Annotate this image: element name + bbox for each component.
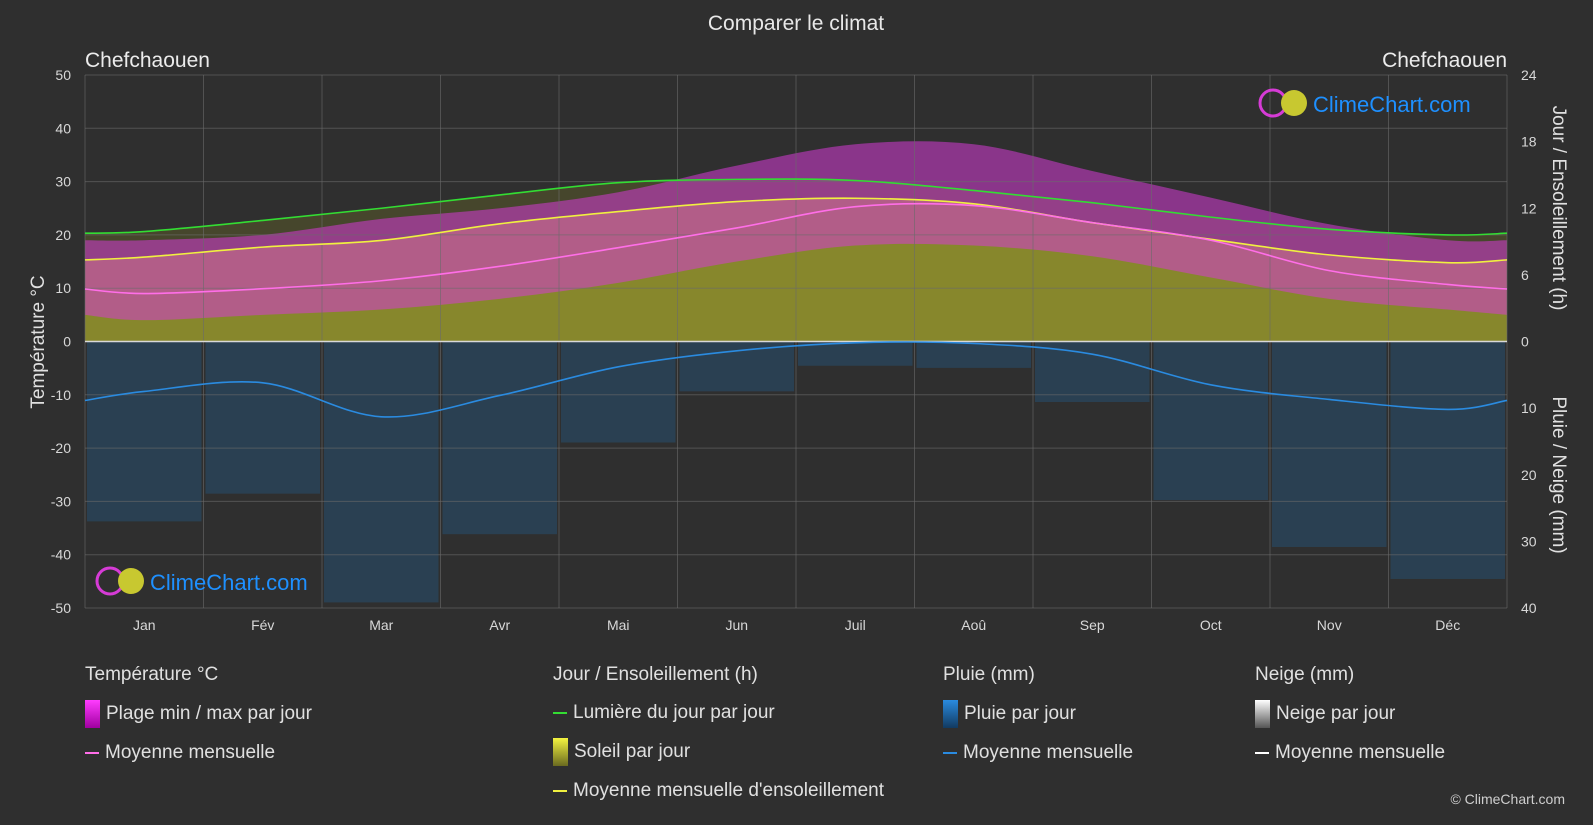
left-tick-label: 20 (55, 227, 71, 243)
month-tick-label: Déc (1435, 617, 1460, 633)
rain-swatch-icon (943, 700, 958, 728)
left-tick-label: -50 (51, 600, 71, 616)
legend-item-sunshine: Soleil par jour (553, 738, 690, 766)
grid (84, 74, 1508, 609)
month-tick-label: Jan (133, 617, 156, 633)
legend-title-snow: Neige (mm) (1255, 664, 1355, 685)
logo-sun-icon (1281, 90, 1307, 116)
month-tick-label: Avr (489, 617, 510, 633)
location-right: Chefchaouen (1382, 49, 1507, 72)
right-bottom-tick-label: 40 (1521, 600, 1537, 616)
month-tick-label: Sep (1080, 617, 1105, 633)
rain-mean-line (84, 341, 1508, 418)
left-tick-label: 50 (55, 67, 71, 83)
rain-mean-line-icon (943, 752, 957, 754)
right-top-tick-label: 24 (1521, 67, 1537, 83)
left-tick-label: -10 (51, 387, 71, 403)
legend-item-snow-mean: Moyenne mensuelle (1255, 742, 1445, 764)
rain-bar (679, 341, 794, 392)
rain-bar (1272, 341, 1387, 547)
temp-mean-line (84, 202, 1508, 295)
month-tick-label: Aoû (961, 617, 986, 633)
logo-top[interactable]: ClimeChart.com (1258, 88, 1471, 118)
legend-item-sunshine-mean: Moyenne mensuelle d'ensoleillement (553, 780, 884, 802)
legend-title-temperature: Température °C (85, 664, 219, 685)
rain-bar (324, 341, 439, 603)
snow-swatch-icon (1255, 700, 1270, 728)
left-tick-label: 0 (63, 334, 71, 350)
sunshine-swatch-icon (553, 738, 568, 766)
rain-bar (87, 341, 202, 522)
series-lines (84, 178, 1508, 418)
legend-item-daylight: Lumière du jour par jour (553, 702, 775, 724)
legend-title-sun: Jour / Ensoleillement (h) (553, 664, 758, 685)
legend-item-temp-mean: Moyenne mensuelle (85, 742, 275, 764)
month-tick-label: Fév (251, 617, 274, 633)
left-tick-label: -30 (51, 493, 71, 509)
month-tick-label: Oct (1200, 617, 1222, 633)
month-tick-label: Nov (1317, 617, 1342, 633)
left-tick-label: -40 (51, 547, 71, 563)
right-bottom-tick-label: 30 (1521, 533, 1537, 549)
right-top-tick-label: 6 (1521, 267, 1529, 283)
right-top-tick-label: 12 (1521, 200, 1537, 216)
left-tick-label: 40 (55, 120, 71, 136)
legend-item-rain-mean: Moyenne mensuelle (943, 742, 1133, 764)
location-left: Chefchaouen (85, 49, 210, 72)
legend-item-snow: Neige par jour (1255, 700, 1395, 728)
right-bottom-tick-label: 20 (1521, 467, 1537, 483)
copyright: © ClimeChart.com (1450, 791, 1565, 807)
logo-bottom[interactable]: ClimeChart.com (95, 566, 308, 596)
month-tick-label: Mar (369, 617, 393, 633)
legend-item-rain: Pluie par jour (943, 700, 1076, 728)
snow-mean-line-icon (1255, 752, 1269, 754)
right-axis-label-bottom: Pluie / Neige (mm) (1548, 396, 1569, 553)
axes: 50 40 30 20 10 0 -10 -20 -30 -40 -50 24 18 12 6 0 10 20 30… (51, 67, 1537, 633)
rain-bars (87, 341, 1505, 603)
left-tick-label: 10 (55, 280, 71, 296)
legend-item-temp-range: Plage min / max par jour (85, 700, 312, 728)
rain-bar (442, 341, 557, 535)
month-tick-label: Jun (725, 617, 748, 633)
rain-bar (1390, 341, 1505, 579)
chart-title: Comparer le climat (708, 12, 884, 35)
rain-bar (798, 341, 913, 366)
sunshine-mean-line (84, 197, 1508, 264)
left-axis-label: Température °C (28, 275, 49, 408)
rain-bar (1035, 341, 1150, 402)
month-tick-label: Juil (845, 617, 866, 633)
rain-bar (205, 341, 320, 494)
climate-chart: Comparer le climat Chefchaouen Chefchaou… (28, 12, 1569, 633)
temp-mean-line-icon (85, 752, 99, 754)
logo-text: ClimeChart.com (150, 570, 308, 595)
sunshine-mean-line-icon (553, 790, 567, 792)
legend-title-rain: Pluie (mm) (943, 664, 1035, 685)
rain-bar (561, 341, 676, 443)
left-tick-label: -20 (51, 440, 71, 456)
right-top-tick-label: 0 (1521, 334, 1529, 350)
daylight-line-icon (553, 712, 567, 714)
logo-sun-icon (118, 568, 144, 594)
right-axis-label-top: Jour / Ensoleillement (h) (1548, 106, 1569, 311)
left-tick-label: 30 (55, 174, 71, 190)
rain-bar (1153, 341, 1268, 501)
right-bottom-tick-label: 10 (1521, 400, 1537, 416)
daylight-line (84, 178, 1508, 236)
right-top-tick-label: 18 (1521, 134, 1537, 150)
logo-text: ClimeChart.com (1313, 92, 1471, 117)
month-tick-label: Mai (607, 617, 630, 633)
temp-range-swatch-icon (85, 700, 100, 728)
